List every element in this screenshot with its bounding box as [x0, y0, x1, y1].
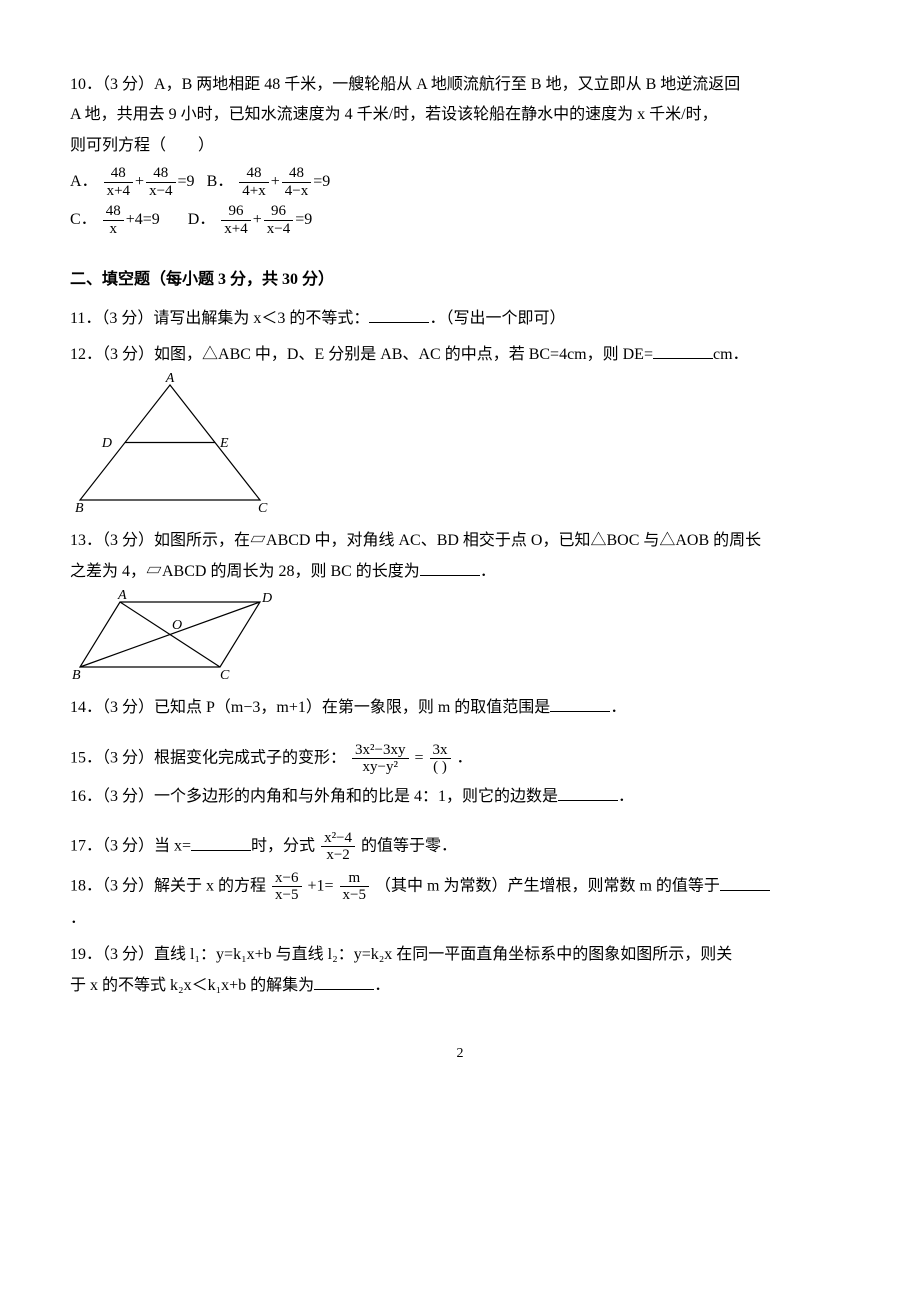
- q19-blank: [314, 973, 374, 990]
- svg-text:E: E: [219, 436, 229, 451]
- option-a-label: A．: [70, 167, 98, 197]
- option-a-frac1: 48x+4: [104, 165, 133, 199]
- svg-text:O: O: [172, 618, 182, 633]
- q16-text: 一个多边形的内角和与外角和的比是 4：1，则它的边数是: [154, 788, 558, 805]
- question-14: 14．（3 分）已知点 P（m−3，m+1）在第一象限，则 m 的取值范围是 ．: [70, 693, 850, 723]
- section-2-header: 二、填空题（每小题 3 分，共 30 分）: [70, 265, 850, 295]
- question-19: 19．（3 分）直线 l₁：y=k₁x+b 与直线 l₂：y=k₂x 在同一平面…: [70, 940, 850, 1001]
- q11-tail: ．（写出一个即可）: [429, 310, 565, 327]
- q12-number: 12．（3 分）: [70, 346, 154, 363]
- option-a-plus: +: [135, 167, 144, 197]
- q16-number: 16．（3 分）: [70, 788, 154, 805]
- q17-number: 17．（3 分）: [70, 838, 154, 855]
- q15-number: 15．（3 分）: [70, 749, 154, 766]
- q14-tail: ．: [610, 699, 626, 716]
- q18-text1: 解关于 x 的方程: [154, 878, 266, 895]
- q18-number: 18．（3 分）: [70, 878, 154, 895]
- q18-plus: +1=: [308, 878, 334, 895]
- q15-tail: ．: [457, 749, 473, 766]
- q12-blank: [653, 342, 713, 359]
- q18-blank: [720, 874, 770, 891]
- q10-options: A． 48x+4 + 48x−4 =9 B． 484+x + 484−x =9 …: [70, 165, 850, 237]
- question-17: 17．（3 分）当 x= 时，分式 x²−4x−2 的值等于零．: [70, 830, 850, 864]
- q19-number: 19．（3 分）: [70, 946, 154, 963]
- q17-frac: x²−4x−2: [321, 830, 355, 864]
- q16-blank: [558, 784, 618, 801]
- q14-text1: 已知点 P（m−3，m+1）在第一象限，则 m 的取值范围是: [154, 699, 550, 716]
- option-d-plus: +: [253, 205, 262, 235]
- option-a-frac2: 48x−4: [146, 165, 175, 199]
- option-d-label: D．: [188, 205, 216, 235]
- q11-blank: [369, 306, 429, 323]
- q14-blank: [550, 695, 610, 712]
- q17-text1: 当 x=: [154, 838, 191, 855]
- option-d-eq: =9: [295, 205, 312, 235]
- q13-tail: ．: [480, 563, 496, 580]
- svg-text:D: D: [101, 436, 112, 451]
- q13-blank: [420, 559, 480, 576]
- q11-number: 11．（3 分）: [70, 310, 153, 327]
- option-d-frac2: 96x−4: [264, 203, 293, 237]
- q10-row2: C． 48x +4=9 D． 96x+4 + 96x−4 =9: [70, 203, 850, 237]
- option-c-label: C．: [70, 205, 97, 235]
- svg-text:D: D: [261, 591, 272, 606]
- q10-text3: 则可列方程（ ）: [70, 137, 214, 154]
- q12-text1: 如图，△ABC 中，D、E 分别是 AB、AC 的中点，若 BC=4cm，则 D…: [154, 346, 653, 363]
- q15-frac1: 3x²−3xyxy−y²: [352, 742, 408, 776]
- q13-text1: 如图所示，在▱ABCD 中，对角线 AC、BD 相交于点 O，已知△BOC 与△…: [154, 532, 761, 549]
- q13-number: 13．（3 分）: [70, 532, 154, 549]
- q12-tail: cm．: [713, 346, 749, 363]
- option-d-frac1: 96x+4: [221, 203, 250, 237]
- q12-figure: A B C D E: [70, 370, 850, 520]
- q15-eq: =: [415, 749, 428, 766]
- question-10: 10．（3 分）A，B 两地相距 48 千米，一艘轮船从 A 地顺流航行至 B …: [70, 70, 850, 237]
- option-c-frac: 48x: [103, 203, 124, 237]
- q10-number: 10．（3 分）: [70, 76, 154, 93]
- q15-frac2: 3x( ): [430, 742, 451, 776]
- question-11: 11．（3 分）请写出解集为 x＜3 的不等式： ．（写出一个即可）: [70, 304, 850, 334]
- question-12: 12．（3 分）如图，△ABC 中，D、E 分别是 AB、AC 的中点，若 BC…: [70, 340, 850, 520]
- svg-text:C: C: [220, 668, 230, 683]
- q10-text1: A，B 两地相距 48 千米，一艘轮船从 A 地顺流航行至 B 地，又立即从 B…: [154, 76, 740, 93]
- option-b-plus: +: [271, 167, 280, 197]
- option-b-label: B．: [207, 167, 234, 197]
- page-number: 2: [70, 1041, 850, 1068]
- svg-text:A: A: [165, 371, 175, 386]
- q17-blank: [191, 834, 251, 851]
- option-b-frac2: 484−x: [282, 165, 311, 199]
- triangle-midsegment-diagram: A B C D E: [70, 370, 280, 520]
- option-b-eq: =9: [313, 167, 330, 197]
- q18-frac1: x−6x−5: [272, 870, 301, 904]
- svg-text:B: B: [72, 668, 81, 683]
- parallelogram-diagram: A D B C O: [70, 587, 280, 687]
- q14-number: 14．（3 分）: [70, 699, 154, 716]
- q17-text3: 的值等于零．: [361, 838, 457, 855]
- q19-text2: 于 x 的不等式 k₂x＜k₁x+b 的解集为: [70, 977, 314, 994]
- option-a-eq: =9: [178, 167, 195, 197]
- q13-text2: 之差为 4，▱ABCD 的周长为 28，则 BC 的长度为: [70, 563, 420, 580]
- q10-text2: A 地，共用去 9 小时，已知水流速度为 4 千米/时，若设该轮船在静水中的速度…: [70, 106, 718, 123]
- q17-text2: 时，分式: [251, 838, 319, 855]
- q11-text: 请写出解集为 x＜3 的不等式：: [153, 310, 369, 327]
- svg-text:A: A: [117, 588, 127, 603]
- question-16: 16．（3 分）一个多边形的内角和与外角和的比是 4：1，则它的边数是 ．: [70, 782, 850, 812]
- svg-text:C: C: [258, 501, 268, 516]
- question-15: 15．（3 分）根据变化完成式子的变形： 3x²−3xyxy−y² = 3x( …: [70, 742, 850, 776]
- q15-text: 根据变化完成式子的变形：: [154, 749, 346, 766]
- q13-figure: A D B C O: [70, 587, 850, 687]
- question-18: 18．（3 分）解关于 x 的方程 x−6x−5 +1= mx−5 （其中 m …: [70, 870, 850, 934]
- option-b-frac1: 484+x: [239, 165, 268, 199]
- option-c-tail: +4=9: [126, 205, 160, 235]
- question-13: 13．（3 分）如图所示，在▱ABCD 中，对角线 AC、BD 相交于点 O，已…: [70, 526, 850, 687]
- q16-tail: ．: [618, 788, 634, 805]
- q10-row1: A． 48x+4 + 48x−4 =9 B． 484+x + 484−x =9: [70, 165, 850, 199]
- q19-text1: 直线 l₁：y=k₁x+b 与直线 l₂：y=k₂x 在同一平面直角坐标系中的图…: [154, 946, 732, 963]
- q18-frac2: mx−5: [340, 870, 369, 904]
- q18-text2: （其中 m 为常数）产生增根，则常数 m 的值等于: [375, 878, 720, 895]
- q18-tail: ．: [70, 910, 86, 927]
- q19-tail: ．: [374, 977, 390, 994]
- svg-text:B: B: [75, 501, 84, 516]
